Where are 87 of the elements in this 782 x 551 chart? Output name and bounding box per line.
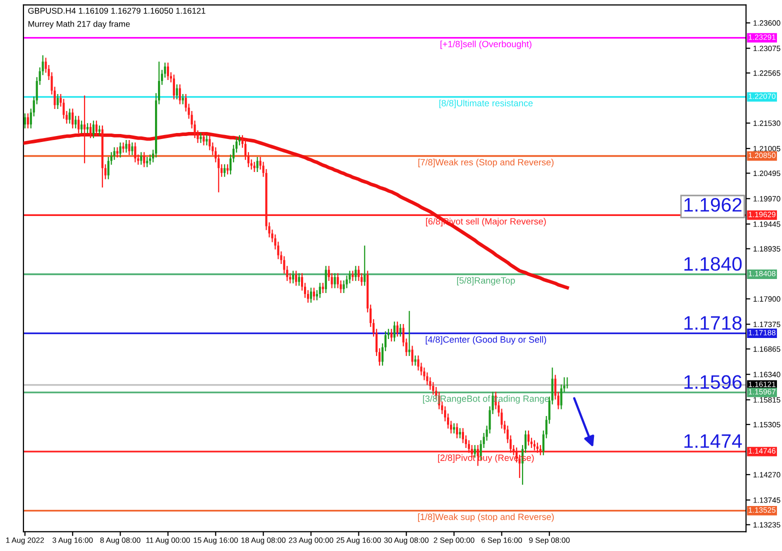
- candlestick: [116, 146, 118, 158]
- annotation: 1.1840: [684, 257, 742, 271]
- candlestick: [178, 84, 181, 105]
- candlestick: [334, 272, 336, 289]
- ref-line-label: [8/8]Ultimate resistance: [439, 100, 533, 108]
- candlestick: [72, 108, 74, 129]
- candlestick: [414, 354, 416, 366]
- candlestick: [143, 152, 146, 168]
- candlestick: [122, 142, 124, 154]
- candlestick: [89, 122, 92, 139]
- candlestick: [352, 270, 354, 282]
- candlestick: [202, 132, 205, 146]
- ref-line-label: [1/8]Weak sup (stop and Reverse): [418, 513, 554, 522]
- candlestick: [206, 134, 208, 146]
- candlestick: [322, 282, 324, 294]
- candlestick: [208, 134, 211, 151]
- candlestick: [84, 94, 86, 164]
- candlestick: [429, 376, 432, 390]
- candlestick: [256, 156, 258, 173]
- candlestick: [125, 139, 128, 154]
- candlestick: [92, 120, 95, 139]
- candlestick: [78, 115, 80, 134]
- candlestick: [396, 321, 398, 338]
- annotation: 1.1596: [684, 375, 742, 389]
- candlestick: [140, 152, 142, 166]
- candlestick: [295, 270, 298, 286]
- annotation: 1.1474: [684, 434, 742, 448]
- candlestick: [62, 98, 65, 120]
- candlestick: [74, 115, 77, 129]
- candlestick: [224, 164, 226, 178]
- candlestick: [346, 275, 348, 289]
- candlestick: [200, 132, 202, 144]
- candlestick: [452, 422, 456, 434]
- candlestick: [527, 430, 530, 446]
- candlestick: [86, 122, 89, 134]
- candlestick: [432, 382, 434, 396]
- candlestick: [98, 124, 100, 136]
- candlestick: [417, 354, 420, 372]
- ref-line-label: [5/8]RangeTop: [457, 277, 515, 286]
- candlestick: [336, 272, 339, 289]
- candlestick: [399, 323, 402, 338]
- candlestick: [113, 146, 116, 160]
- annotation: 1.1962: [684, 198, 742, 212]
- candlestick: [390, 328, 392, 342]
- candlestick: [292, 270, 294, 284]
- candlestick: [408, 310, 410, 357]
- candlestick: [172, 74, 175, 100]
- candlestick: [134, 142, 136, 163]
- candlestick: [119, 142, 122, 158]
- candlestick: [80, 120, 83, 134]
- candlestick: [456, 422, 458, 439]
- candlestick: [253, 161, 256, 173]
- candlestick: [426, 372, 428, 386]
- candlestick: [411, 345, 414, 366]
- candlestick: [318, 282, 321, 298]
- candlestick: [95, 120, 98, 136]
- candlestick: [182, 93, 184, 105]
- candlestick: [462, 428, 464, 444]
- candlestick: [474, 444, 476, 458]
- ref-line-label: [+1/8]sell (Overbought): [440, 40, 532, 50]
- candlestick: [458, 428, 462, 439]
- chart-title: GBPUSD.H4 1.16109 1.16279 1.16050 1.16121: [28, 8, 206, 14]
- candlestick: [131, 142, 134, 156]
- candlestick: [342, 280, 345, 294]
- candlestick: [348, 270, 351, 284]
- candlestick: [24, 112, 26, 129]
- candlestick: [146, 156, 148, 168]
- candlestick: [226, 164, 229, 175]
- candlestick: [312, 287, 316, 301]
- candlestick: [68, 108, 71, 124]
- candlestick: [393, 321, 396, 342]
- candlestick: [56, 93, 59, 110]
- ref-line-label: [7/8]Weak res (Stop and Reverse): [418, 158, 554, 168]
- candlestick: [310, 287, 312, 304]
- candlestick: [364, 245, 366, 286]
- ref-line-label: [4/8]Center (Good Buy or Sell): [426, 336, 546, 345]
- candlestick: [26, 112, 29, 129]
- candlestick: [128, 139, 130, 156]
- candlestick: [107, 156, 110, 180]
- candlestick: [176, 84, 178, 100]
- candlestick: [566, 376, 568, 389]
- text: Murrey Math 217 day frame: [28, 20, 130, 29]
- candlestick: [354, 265, 357, 282]
- candlestick: [166, 62, 170, 81]
- candlestick: [324, 265, 327, 294]
- annotation: 1.1718: [684, 316, 742, 330]
- candlestick: [298, 272, 300, 286]
